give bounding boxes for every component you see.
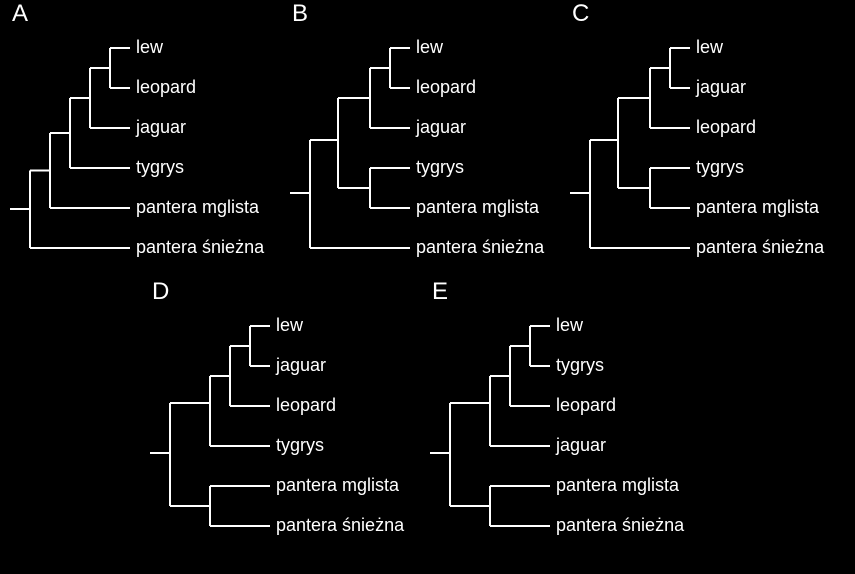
leaf-label: lew: [696, 37, 724, 57]
leaf-label: leopard: [136, 77, 196, 97]
leaf-label: leopard: [276, 395, 336, 415]
leaf-label: leopard: [556, 395, 616, 415]
leaf-label: jaguar: [415, 117, 466, 137]
panel-label-a: A: [12, 0, 28, 28]
leaf-label: tygrys: [136, 157, 184, 177]
leaf-label: leopard: [696, 117, 756, 137]
leaf-label: tygrys: [276, 435, 324, 455]
leaf-label: pantera śnieżna: [556, 515, 685, 535]
leaf-label: pantera mglista: [696, 197, 820, 217]
leaf-label: leopard: [416, 77, 476, 97]
panel-label-c: C: [572, 0, 589, 28]
leaf-label: pantera śnieżna: [136, 237, 265, 257]
tree-d: lew jaguar leopard tygrys pantera mglista pan…: [140, 306, 405, 551]
leaf-label: pantera mglista: [556, 475, 680, 495]
leaf-label: jaguar: [695, 77, 746, 97]
tree-a: lew leopard jaguar tygrys pantera mglista pan…: [0, 28, 265, 273]
panel-label-b: B: [292, 0, 308, 28]
tree-c: lew jaguar leopard tygrys pantera mglista pan…: [560, 28, 825, 273]
leaf-label: lew: [556, 315, 584, 335]
leaf-label: tygrys: [696, 157, 744, 177]
figure-root: Alew leopard jaguar tygrys pantera mglista pa…: [0, 0, 855, 574]
leaf-label: pantera mglista: [136, 197, 260, 217]
leaf-label: jaguar: [555, 435, 606, 455]
leaf-label: lew: [276, 315, 304, 335]
leaf-label: pantera śnieżna: [696, 237, 825, 257]
panel-label-d: D: [152, 278, 169, 306]
leaf-label: pantera śnieżna: [276, 515, 405, 535]
leaf-label: pantera śnieżna: [416, 237, 545, 257]
leaf-label: tygrys: [556, 355, 604, 375]
tree-b: lew leopard jaguar tygrys pantera mglista pan…: [280, 28, 545, 273]
leaf-label: jaguar: [275, 355, 326, 375]
tree-e: lew tygrys leopard jaguar pantera mglista pan…: [420, 306, 685, 551]
leaf-label: jaguar: [135, 117, 186, 137]
leaf-label: lew: [136, 37, 164, 57]
leaf-label: pantera mglista: [276, 475, 400, 495]
leaf-label: lew: [416, 37, 444, 57]
leaf-label: tygrys: [416, 157, 464, 177]
leaf-label: pantera mglista: [416, 197, 540, 217]
panel-label-e: E: [432, 278, 448, 306]
